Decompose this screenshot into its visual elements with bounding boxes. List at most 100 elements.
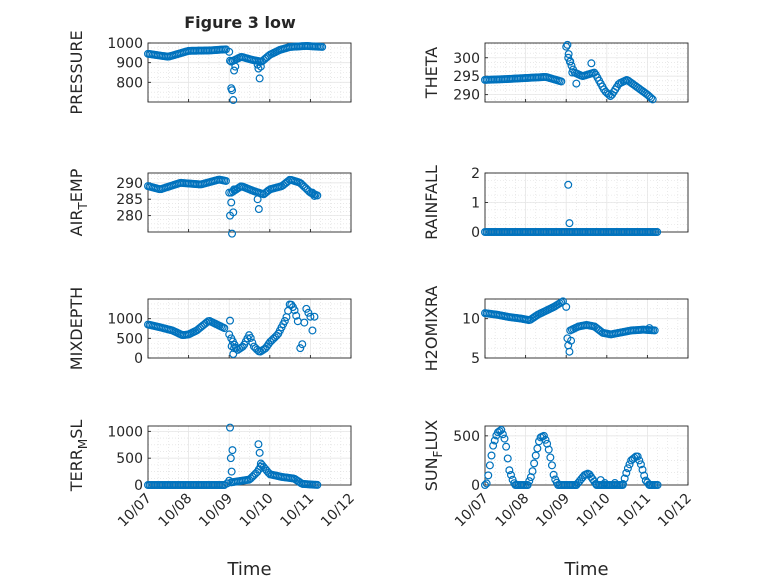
data-point xyxy=(255,74,264,83)
data-point xyxy=(308,326,317,335)
y-tick-label: 1000 xyxy=(107,36,143,52)
panel-theta: 290 295 300 THETA xyxy=(422,40,689,104)
data-point xyxy=(568,68,577,77)
data-point xyxy=(225,47,234,56)
data-point xyxy=(549,470,558,479)
panel-terr-msl: 0 500 1000 10/07 10/08 10/09 10/10 10/11 10/12 Ti… xyxy=(67,420,358,580)
data-point xyxy=(226,56,235,65)
data-point xyxy=(600,479,609,488)
data-point xyxy=(485,461,494,470)
data-point xyxy=(229,96,238,105)
data-point xyxy=(310,312,319,321)
y-tick-label: 2 xyxy=(471,166,480,182)
x-tick-label: 10/09 xyxy=(196,491,236,531)
data-point xyxy=(280,317,289,326)
data-points xyxy=(144,41,327,105)
y-tick-label: 900 xyxy=(116,56,143,72)
data-point xyxy=(506,470,515,479)
y-tick-label: 290 xyxy=(116,176,143,192)
data-point xyxy=(227,198,236,207)
axes-box xyxy=(147,425,352,486)
data-point xyxy=(230,344,239,353)
data-points xyxy=(481,425,662,490)
data-point xyxy=(645,324,654,333)
data-point xyxy=(313,480,322,489)
data-point xyxy=(539,431,548,440)
y-axis-label: RAINFALL xyxy=(422,165,441,240)
data-point xyxy=(633,452,642,461)
data-point xyxy=(482,479,491,488)
data-point xyxy=(228,446,237,455)
data-point xyxy=(565,219,574,228)
x-axis-label: Time xyxy=(563,559,608,580)
data-point xyxy=(231,62,240,71)
data-point xyxy=(254,64,263,73)
data-point xyxy=(225,476,234,485)
figure-title: Figure 3 low xyxy=(184,13,296,32)
y-tick-label: 0 xyxy=(134,351,143,367)
x-tick-label: 10/12 xyxy=(655,491,695,531)
data-point xyxy=(296,344,305,353)
x-tick-label: 10/11 xyxy=(614,491,654,531)
data-point xyxy=(226,423,235,432)
y-tick-label: 500 xyxy=(453,429,480,445)
data-point xyxy=(500,434,509,443)
y-tick-label: 5 xyxy=(471,351,480,367)
x-tick-label: 10/10 xyxy=(237,491,277,531)
y-axis-label: TERRMSL xyxy=(67,420,90,493)
x-tick-label: 10/10 xyxy=(574,491,614,531)
data-points xyxy=(144,300,319,359)
data-point xyxy=(304,308,313,317)
data-point xyxy=(228,229,237,238)
data-point xyxy=(530,459,539,468)
panel-pressure: 800 900 1000 PRESSURE xyxy=(67,30,352,115)
data-point xyxy=(567,336,576,345)
data-point xyxy=(229,350,238,359)
data-point xyxy=(230,66,239,75)
data-point xyxy=(290,306,299,315)
data-point xyxy=(490,436,499,445)
data-point xyxy=(254,205,263,214)
data-point xyxy=(564,180,573,189)
data-point xyxy=(567,61,576,70)
x-tick-label: 10/07 xyxy=(452,491,492,531)
y-axis-label: AIRTEMP xyxy=(67,168,90,236)
y-tick-label: 500 xyxy=(116,451,143,467)
x-tick-label: 10/12 xyxy=(318,491,358,531)
data-point xyxy=(544,445,553,454)
data-point xyxy=(562,302,571,311)
data-points xyxy=(481,40,657,104)
data-point xyxy=(298,340,307,349)
x-tick-label: 10/11 xyxy=(277,491,317,531)
y-tick-label: 0 xyxy=(471,478,480,494)
data-point xyxy=(557,77,566,86)
y-axis-label: PRESSURE xyxy=(67,30,86,114)
data-point xyxy=(653,228,662,237)
data-point xyxy=(587,59,596,68)
data-points xyxy=(481,297,659,356)
data-point xyxy=(565,347,574,356)
data-point xyxy=(227,467,236,476)
data-point xyxy=(225,330,234,339)
y-tick-label: 0 xyxy=(134,478,143,494)
y-axis-label: H2OMIXRA xyxy=(422,286,441,372)
data-point xyxy=(226,454,235,463)
data-point xyxy=(230,185,239,194)
data-point xyxy=(502,442,511,451)
y-tick-label: 300 xyxy=(453,51,480,67)
data-point xyxy=(300,318,309,327)
y-axis-label: THETA xyxy=(422,47,441,99)
y-tick-label: 1000 xyxy=(107,312,143,328)
data-point xyxy=(620,474,629,483)
data-point xyxy=(547,461,556,470)
data-point xyxy=(256,459,265,468)
data-point xyxy=(484,471,493,480)
data-point xyxy=(310,191,319,200)
y-tick-label: 1000 xyxy=(107,424,143,440)
data-point xyxy=(572,79,581,88)
data-point xyxy=(619,480,628,489)
data-point xyxy=(525,477,534,486)
data-point xyxy=(253,195,262,204)
data-point xyxy=(256,462,265,471)
